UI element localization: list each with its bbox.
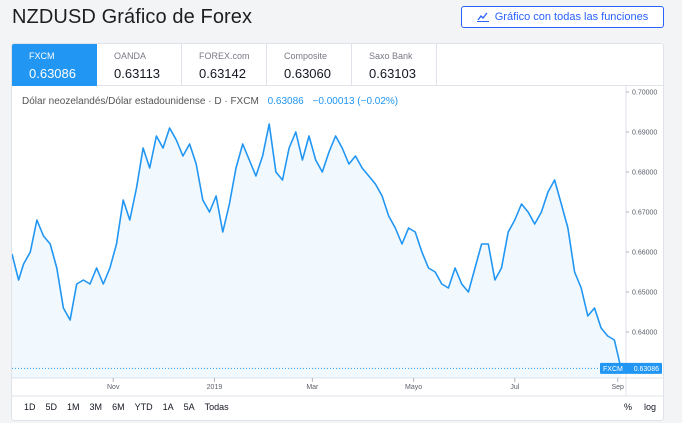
range-button-7[interactable]: 5A [183,402,195,412]
range-button-3[interactable]: 3M [89,402,103,412]
price-chart[interactable]: 0.70000 0.69000 0.68000 0.67000 0.66000 0.650… [12,44,663,420]
range-button-5[interactable]: YTD [134,402,153,412]
y-tick-label: 0.67000 [632,210,657,217]
y-tick-label: 0.70000 [632,90,657,97]
x-tick-label: Sep [611,384,624,391]
scale-toggle-0[interactable]: % [623,402,632,412]
range-button-0[interactable]: 1D [24,402,36,412]
full-chart-button[interactable]: Gráfico con todas las funciones [461,6,664,28]
tab-name: FOREX.com [199,51,250,61]
tab-price: 0.63086 [29,66,76,81]
x-tick-label: Nov [107,384,120,391]
range-button-4[interactable]: 6M [112,402,125,412]
full-chart-button-label: Gráfico con todas las funciones [494,11,649,23]
y-tick-label: 0.66000 [632,250,657,257]
price-tag-value: 0.63086 [634,366,659,373]
chart-icon [476,12,489,22]
y-tick-label: 0.65000 [632,290,657,297]
range-selector: 1D 5D 1M 3M 6M YTD 1A 5A Todas [22,402,234,412]
tab-3[interactable]: Composite 0.63060 [267,44,352,86]
scale-toggle-1[interactable]: log [643,402,656,412]
scale-toggles: % log [624,402,656,412]
tab-4[interactable]: Saxo Bank 0.63103 [352,44,437,86]
y-tick-label: 0.68000 [632,170,657,177]
range-button-8[interactable]: Todas [204,402,229,412]
legend-label: Dólar neozelandés/Dólar estadounidense ·… [22,96,259,107]
tab-name: Composite [284,51,328,61]
range-button-2[interactable]: 1M [67,402,80,412]
tab-price: 0.63142 [199,66,246,81]
tab-name: FXCM [29,51,55,61]
x-tick-label: 2019 [207,384,223,391]
legend-change: −0.00013 (−0.02%) [312,96,399,107]
legend-value: 0.63086 [267,96,304,107]
x-tick-label: Jul [510,384,519,391]
chart-legend: Dólar neozelandés/Dólar estadounidense ·… [22,96,398,107]
y-tick-label: 0.64000 [632,330,657,337]
x-tick-label: Mayo [405,384,422,391]
tab-1[interactable]: OANDA 0.63113 [97,44,182,86]
y-tick-label: 0.69000 [632,130,657,137]
price-tag-source: FXCM [603,366,623,373]
tabs-divider [437,85,663,86]
series-area [12,124,621,378]
tab-price: 0.63113 [114,66,161,81]
series-line [12,123,622,369]
tab-price: 0.63103 [369,66,416,81]
range-button-1[interactable]: 5D [45,402,58,412]
price-tag-bg [600,362,662,374]
tab-2[interactable]: FOREX.com 0.63142 [182,44,267,86]
page-title: NZDUSD Gráfico de Forex [12,6,253,28]
range-button-6[interactable]: 1A [162,402,174,412]
tab-name: OANDA [114,51,147,61]
exchange-tabs: FXCM 0.63086 OANDA 0.63113 FOREX.com 0.6… [12,44,437,86]
chart-widget: FXCM 0.63086 OANDA 0.63113 FOREX.com 0.6… [11,43,664,421]
x-tick-label: Mar [306,384,319,391]
tab-name: Saxo Bank [369,51,413,61]
tab-price: 0.63060 [284,66,331,81]
tab-0[interactable]: FXCM 0.63086 [12,44,97,86]
